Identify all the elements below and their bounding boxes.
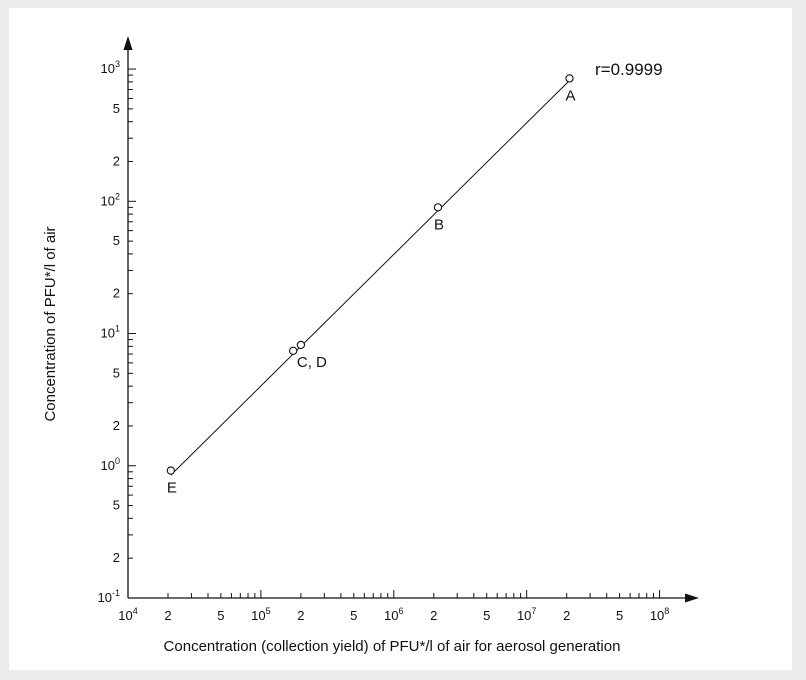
x-tick-exponent: 4: [133, 606, 138, 616]
data-point-a: [565, 74, 574, 83]
y-tick-base: 10: [98, 590, 112, 605]
x-tick-label: 5: [350, 608, 357, 623]
x-tick-base: 2: [164, 608, 171, 623]
x-tick-label: 105: [251, 606, 270, 623]
chart-svg: 104 2 5 105 2 5 106 2 5 107 2 5 10810-12510025101251…: [42, 36, 699, 655]
y-tick-base: 5: [113, 365, 120, 380]
correlation-annotation: r=0.9999: [595, 60, 663, 79]
y-tick-base: 5: [113, 101, 120, 116]
y-tick-base: 10: [101, 326, 115, 341]
data-point-d: [296, 340, 306, 350]
data-point-b: [433, 203, 443, 212]
x-tick-label: 2: [164, 608, 171, 623]
y-tick-label: 2: [113, 550, 120, 565]
x-tick-label: 5: [217, 608, 224, 623]
y-tick-base: 2: [113, 418, 120, 433]
regression-line: [170, 80, 570, 476]
x-axis-arrow: [685, 593, 699, 603]
x-tick-base: 5: [217, 608, 224, 623]
y-tick-exponent: 2: [115, 191, 120, 201]
y-tick-base: 10: [101, 193, 115, 208]
y-tick-label: 5: [113, 101, 120, 116]
x-tick-label: 5: [616, 608, 623, 623]
data-point-c: [289, 346, 298, 355]
y-tick-exponent: 1: [115, 324, 120, 334]
point-label: E: [167, 480, 177, 497]
y-tick-label: 103: [101, 59, 120, 76]
x-tick-exponent: 8: [664, 606, 669, 616]
x-tick-base: 5: [483, 608, 490, 623]
y-tick-label: 2: [113, 153, 120, 168]
chart-panel: 104 2 5 105 2 5 106 2 5 107 2 5 108 10-1 2 5 100 2 5 101 2 5 1…: [9, 8, 792, 670]
x-tick-label: 107: [517, 606, 536, 623]
y-tick-label: 2: [113, 286, 120, 301]
y-tick-exponent: -1: [112, 588, 120, 598]
x-tick-label: 104: [118, 606, 137, 623]
y-tick-label: 5: [113, 498, 120, 513]
y-tick-label: 5: [113, 365, 120, 380]
x-tick-base: 5: [350, 608, 357, 623]
x-tick-label: 2: [297, 608, 304, 623]
x-axis-title: Concentration (collection yield) of PFU*…: [164, 638, 621, 655]
x-tick-base: 2: [297, 608, 304, 623]
y-axis-arrow: [123, 36, 133, 50]
x-tick-label: 106: [384, 606, 403, 623]
y-tick-label: 100: [101, 456, 120, 473]
y-tick-label: 5: [113, 233, 120, 248]
y-tick-label: 2: [113, 418, 120, 433]
point-label: A: [566, 87, 576, 104]
x-tick-label: 5: [483, 608, 490, 623]
x-tick-base: 2: [430, 608, 437, 623]
y-tick-label: 101: [101, 324, 120, 341]
y-tick-base: 5: [113, 498, 120, 513]
x-tick-label: 2: [563, 608, 570, 623]
data-point-e: [166, 466, 175, 475]
x-tick-exponent: 5: [266, 606, 271, 616]
y-tick-base: 2: [113, 550, 120, 565]
y-tick-base: 5: [113, 233, 120, 248]
y-tick-exponent: 0: [115, 456, 120, 466]
x-tick-base: 5: [616, 608, 623, 623]
y-tick-label: 10-1: [98, 588, 120, 605]
x-tick-base: 10: [384, 608, 398, 623]
y-tick-label: 102: [101, 191, 120, 208]
x-tick-base: 2: [563, 608, 570, 623]
y-axis-title: Concentration of PFU*/l of air: [42, 226, 59, 421]
y-tick-base: 10: [101, 458, 115, 473]
x-tick-exponent: 6: [399, 606, 404, 616]
x-tick-label: 108: [650, 606, 669, 623]
y-tick-base: 10: [101, 61, 115, 76]
point-label: C, D: [297, 354, 327, 371]
x-tick-label: 2: [430, 608, 437, 623]
x-tick-base: 10: [118, 608, 132, 623]
x-tick-exponent: 7: [531, 606, 536, 616]
x-tick-base: 10: [251, 608, 265, 623]
x-tick-base: 10: [517, 608, 531, 623]
point-label: B: [434, 216, 444, 233]
y-tick-base: 2: [113, 153, 120, 168]
y-tick-base: 2: [113, 286, 120, 301]
x-tick-base: 10: [650, 608, 664, 623]
y-tick-exponent: 3: [115, 59, 120, 69]
